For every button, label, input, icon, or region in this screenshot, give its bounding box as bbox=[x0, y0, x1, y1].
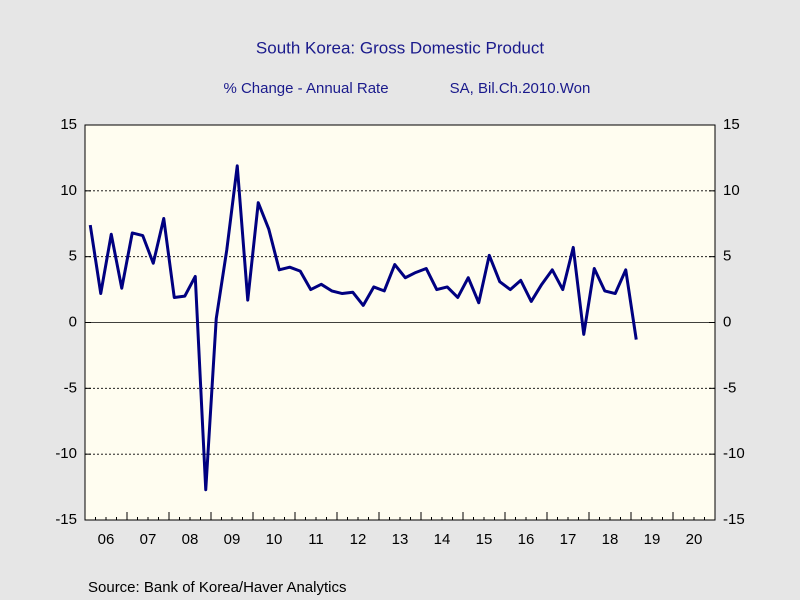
y-tick-label: 0 bbox=[69, 313, 77, 330]
x-tick-label: 16 bbox=[518, 531, 535, 548]
x-tick-label: 18 bbox=[602, 531, 619, 548]
y-tick-label: -5 bbox=[64, 379, 77, 396]
y-tick-label: 15 bbox=[60, 116, 77, 133]
x-tick-label: 09 bbox=[224, 531, 241, 548]
chart-subtitle: % Change - Annual Rate bbox=[223, 80, 388, 97]
x-tick-label: 12 bbox=[350, 531, 367, 548]
y-tick-label: -10 bbox=[55, 445, 77, 462]
y2-tick-label: 15 bbox=[723, 116, 740, 133]
y-tick-label: 10 bbox=[60, 182, 77, 199]
y-tick-label: -15 bbox=[55, 511, 77, 528]
x-tick-label: 07 bbox=[140, 531, 157, 548]
x-tick-label: 08 bbox=[182, 531, 199, 548]
x-tick-label: 19 bbox=[644, 531, 661, 548]
y2-tick-label: -5 bbox=[723, 379, 736, 396]
y2-tick-label: -15 bbox=[723, 511, 745, 528]
x-tick-label: 11 bbox=[308, 531, 324, 548]
source-note: Source: Bank of Korea/Haver Analytics bbox=[88, 579, 346, 596]
x-tick-label: 14 bbox=[434, 531, 451, 548]
x-tick-label: 20 bbox=[686, 531, 703, 548]
x-tick-label: 06 bbox=[98, 531, 115, 548]
y2-tick-label: 5 bbox=[723, 248, 731, 265]
chart-title: South Korea: Gross Domestic Product bbox=[256, 38, 544, 57]
chart-subtitle: SA, Bil.Ch.2010.Won bbox=[450, 80, 591, 97]
x-tick-label: 10 bbox=[266, 531, 283, 548]
x-tick-label: 13 bbox=[392, 531, 409, 548]
data-line bbox=[88, 164, 638, 492]
x-tick-label: 17 bbox=[560, 531, 577, 548]
y2-tick-label: 10 bbox=[723, 182, 740, 199]
y2-tick-label: -10 bbox=[723, 445, 745, 462]
y-tick-label: 5 bbox=[69, 248, 77, 265]
x-tick-label: 15 bbox=[476, 531, 493, 548]
y2-tick-label: 0 bbox=[723, 313, 731, 330]
